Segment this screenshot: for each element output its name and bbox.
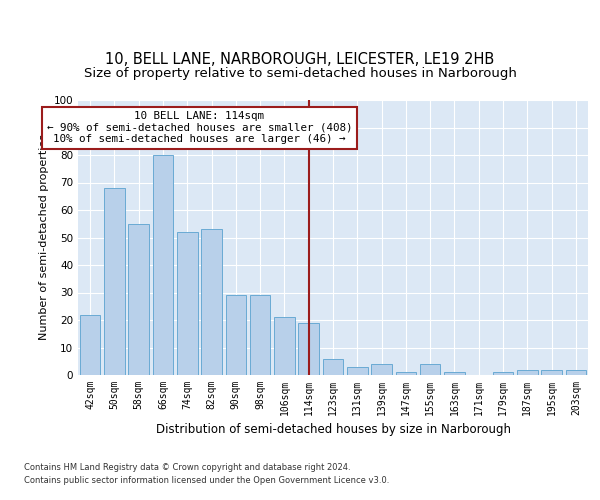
Bar (566, 370, 586, 375)
Y-axis label: Number of semi-detached properties: Number of semi-detached properties (40, 134, 49, 340)
X-axis label: Distribution of semi-detached houses by size in Narborough: Distribution of semi-detached houses by … (155, 424, 511, 436)
Bar (420, 364, 440, 375)
Bar (128, 224, 149, 375)
Text: Contains HM Land Registry data © Crown copyright and database right 2024.: Contains HM Land Registry data © Crown c… (24, 464, 350, 472)
Bar (347, 367, 368, 375)
Bar (323, 358, 343, 375)
Bar (226, 295, 246, 375)
Bar (541, 370, 562, 375)
Text: 10, BELL LANE, NARBOROUGH, LEICESTER, LE19 2HB: 10, BELL LANE, NARBOROUGH, LEICESTER, LE… (106, 52, 494, 68)
Bar (274, 318, 295, 375)
Bar (444, 372, 465, 375)
Bar (517, 370, 538, 375)
Bar (371, 364, 392, 375)
Bar (395, 372, 416, 375)
Bar (177, 232, 197, 375)
Bar (250, 295, 271, 375)
Text: Size of property relative to semi-detached houses in Narborough: Size of property relative to semi-detach… (83, 67, 517, 80)
Text: Contains public sector information licensed under the Open Government Licence v3: Contains public sector information licen… (24, 476, 389, 485)
Bar (80, 314, 100, 375)
Bar (493, 372, 514, 375)
Bar (298, 323, 319, 375)
Text: 10 BELL LANE: 114sqm
← 90% of semi-detached houses are smaller (408)
10% of semi: 10 BELL LANE: 114sqm ← 90% of semi-detac… (47, 111, 352, 144)
Bar (104, 188, 125, 375)
Bar (152, 155, 173, 375)
Bar (201, 229, 222, 375)
